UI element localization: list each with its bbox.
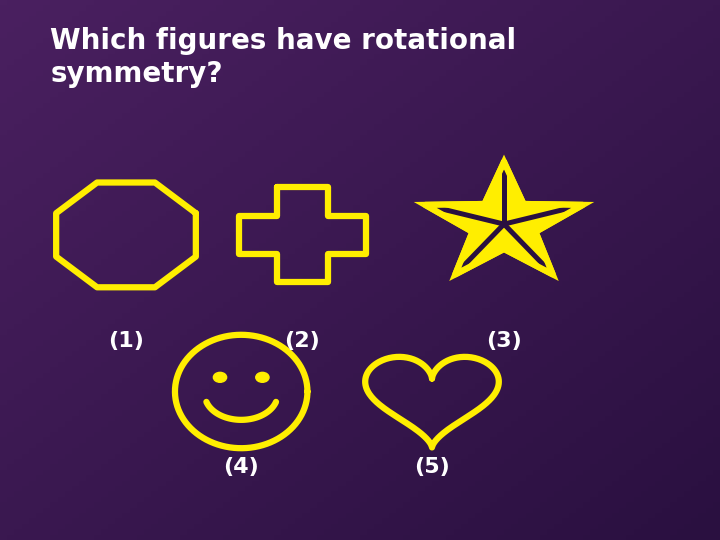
Circle shape <box>213 373 227 382</box>
Text: (4): (4) <box>223 457 259 477</box>
Text: (5): (5) <box>414 457 450 477</box>
Circle shape <box>256 373 269 382</box>
Text: Which figures have rotational
symmetry?: Which figures have rotational symmetry? <box>50 27 516 89</box>
Text: (1): (1) <box>108 331 144 352</box>
Text: (3): (3) <box>486 331 522 352</box>
Polygon shape <box>426 162 582 274</box>
Text: (2): (2) <box>284 331 320 352</box>
